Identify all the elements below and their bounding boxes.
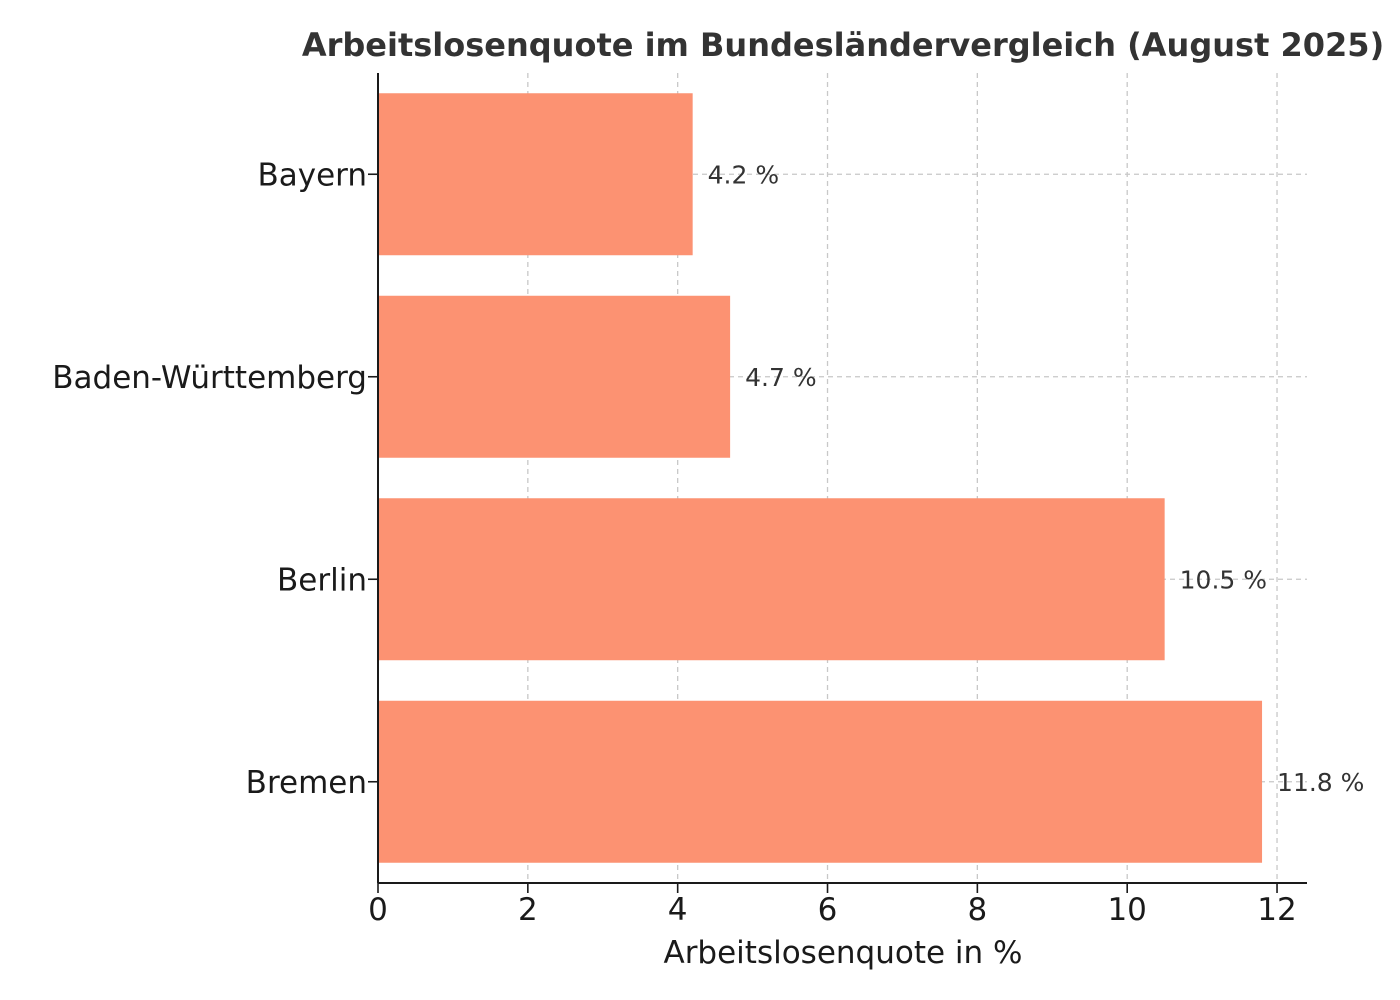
x-tick-label: 0 xyxy=(368,892,388,928)
category-label: Bayern xyxy=(257,157,367,193)
bar-value-label: 4.2 % xyxy=(708,160,779,189)
bar xyxy=(378,700,1263,863)
x-tick-label: 2 xyxy=(518,892,538,928)
bar-value-label: 4.7 % xyxy=(745,363,816,392)
axes: Bayern Baden-Württemberg Berlin Bremen 0 2 4 6 8… xyxy=(52,73,1307,928)
bar-value-label: 10.5 % xyxy=(1180,565,1267,594)
x-axis-label: Arbeitslosenquote in % xyxy=(663,935,1022,971)
bars: 4.2 % 4.7 % 10.5 % 11.8 % xyxy=(378,93,1364,863)
bar xyxy=(378,295,731,458)
x-tick-label: 12 xyxy=(1257,892,1296,928)
category-label: Baden-Württemberg xyxy=(52,360,367,396)
category-label: Bremen xyxy=(246,765,367,801)
bar xyxy=(378,498,1165,661)
x-tick-label: 6 xyxy=(818,892,838,928)
x-tick-label: 4 xyxy=(668,892,688,928)
bar xyxy=(378,93,693,256)
bar-value-label: 11.8 % xyxy=(1277,768,1364,797)
x-tick-label: 8 xyxy=(967,892,987,928)
chart-title: Arbeitslosenquote im Bundesländerverglei… xyxy=(302,26,1384,64)
category-label: Berlin xyxy=(277,562,367,598)
x-tick-label: 10 xyxy=(1107,892,1146,928)
